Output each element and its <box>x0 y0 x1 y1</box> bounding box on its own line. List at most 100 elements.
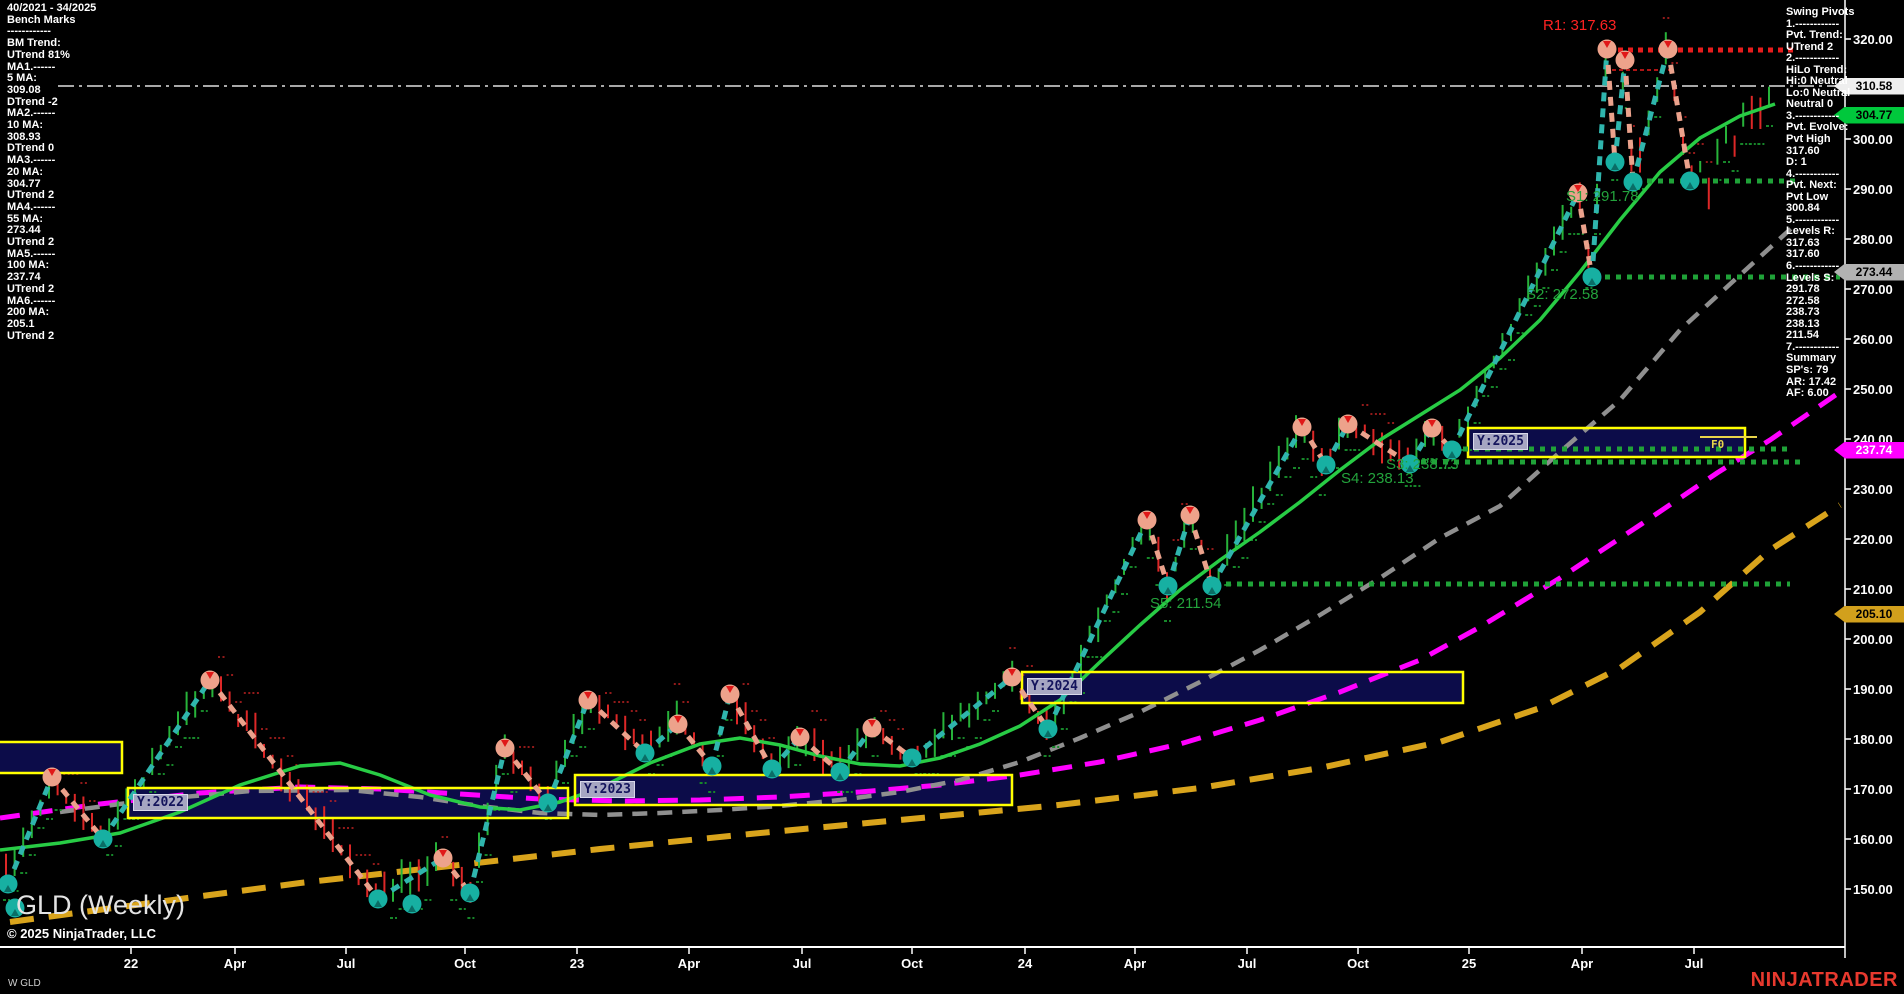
ninjatrader-logo: NINJATRADER <box>1750 969 1898 991</box>
pivot-low-arrow-icon <box>4 885 12 892</box>
pivot-low-arrow-icon <box>1406 465 1414 472</box>
price-marker-tag: 205.10 <box>1834 605 1904 623</box>
level-annotation: S2: 272.58 <box>1526 286 1599 303</box>
pivot-high-arrow-icon <box>1344 416 1352 423</box>
price-axis-label: 300.00 <box>1853 132 1893 147</box>
pivot-high-arrow-icon <box>48 769 56 776</box>
time-axis-label: Apr <box>677 956 701 971</box>
year-range-box[interactable] <box>1020 670 1465 705</box>
swing-down-segment <box>1187 514 1215 587</box>
price-marker-tag: 310.58 <box>1834 77 1904 95</box>
pivot-low-marker <box>0 874 18 894</box>
swing-down-segment <box>727 692 775 771</box>
year-box-label: Y:2022 <box>133 793 188 811</box>
swing-down-segment <box>1665 48 1693 182</box>
price-axis-label: 270.00 <box>1853 282 1893 297</box>
swing-up-segment <box>1209 425 1305 588</box>
swing-up-segment <box>1589 48 1610 278</box>
price-marker-tag: 273.44 <box>1834 263 1904 281</box>
pivot-high-marker <box>1002 667 1022 687</box>
time-axis-label: 24 <box>1017 956 1033 971</box>
pivot-low-marker <box>902 748 922 768</box>
pivot-high-arrow-icon <box>1428 420 1436 427</box>
pivot-low-arrow-icon <box>836 773 844 780</box>
pivot-high-marker <box>200 670 220 690</box>
pivot-high-arrow-icon <box>439 850 447 857</box>
level-annotation: S5: 211.54 <box>1150 595 1222 612</box>
price-axis-label: 150.00 <box>1853 882 1893 897</box>
price-axis-label: 190.00 <box>1853 682 1893 697</box>
swing-up-segment <box>1165 514 1193 587</box>
pivot-high-marker <box>433 848 453 868</box>
price-axis-label: 320.00 <box>1853 32 1893 47</box>
price-axis-label: 280.00 <box>1853 232 1893 247</box>
pivot-high-marker <box>1568 183 1588 203</box>
time-axis-label: Jul <box>792 956 812 971</box>
pivot-low-marker <box>538 793 558 813</box>
price-axis-label: 220.00 <box>1853 532 1893 547</box>
swing-down-segment <box>208 678 380 901</box>
pivot-high-arrow-icon <box>1186 507 1194 514</box>
pivot-low-arrow-icon <box>11 909 19 916</box>
pivot-low-arrow-icon <box>1164 587 1172 594</box>
year-box-label: Y:2023 <box>580 780 635 798</box>
price-axis-label: 290.00 <box>1853 182 1893 197</box>
pivot-high-marker <box>1137 510 1157 530</box>
pivot-high-marker <box>578 690 598 710</box>
pivot-high-arrow-icon <box>1298 419 1306 426</box>
year-box-label: Y:2025 <box>1473 433 1528 450</box>
swing-down-segment <box>1604 48 1618 163</box>
price-axis-label: 170.00 <box>1853 782 1893 797</box>
year-range-box[interactable] <box>573 773 1014 807</box>
pivot-high-arrow-icon <box>1008 669 1016 676</box>
pivot-low-arrow-icon <box>1322 466 1330 473</box>
time-axis-label: Jul <box>1684 956 1704 971</box>
pivot-low-arrow-icon <box>1629 183 1637 190</box>
pivot-high-arrow-icon <box>1621 52 1629 59</box>
pivot-low-marker <box>1582 267 1602 287</box>
pivot-high-arrow-icon <box>584 692 592 699</box>
price-axis-label: 210.00 <box>1853 582 1893 597</box>
swing-up-segment <box>1630 48 1671 183</box>
pivot-low-arrow-icon <box>1686 182 1694 189</box>
pivot-low-marker <box>1038 719 1058 739</box>
swing-down-segment <box>1346 421 1412 467</box>
swing-down-segment <box>503 746 550 805</box>
swing-down-segment <box>50 775 105 841</box>
benchmarks-panel: 40/2021 - 34/2025 Bench Marks ----------… <box>7 2 97 342</box>
pivot-high-arrow-icon <box>674 716 682 723</box>
time-axis-label: Jul <box>1237 956 1257 971</box>
year-range-box[interactable] <box>1466 426 1747 459</box>
price-axis-label: 260.00 <box>1853 332 1893 347</box>
level-annotation: S3: 238.73 <box>1386 456 1459 473</box>
pivot-high-marker <box>1615 50 1635 70</box>
swing-up-segment <box>376 855 445 902</box>
pivot-low-arrow-icon <box>641 754 649 761</box>
price-marker-tag: 304.77 <box>1834 106 1904 124</box>
swing-down-segment <box>1009 675 1051 731</box>
pivot-low-marker <box>5 898 25 918</box>
pivot-low-arrow-icon <box>768 770 776 777</box>
pivot-high-marker <box>862 718 882 738</box>
pivot-low-arrow-icon <box>374 900 382 907</box>
swing-up-segment <box>467 747 508 894</box>
year-range-box-fill <box>0 742 122 773</box>
time-axis-label: 25 <box>1461 956 1477 971</box>
pivot-low-marker <box>635 743 655 763</box>
pivot-high-arrow-icon <box>726 686 734 693</box>
pivot-low-arrow-icon <box>708 767 716 774</box>
year-range-box[interactable] <box>126 786 570 820</box>
pivot-low-marker <box>702 756 722 776</box>
pivot-high-marker <box>790 727 810 747</box>
pivot-low-marker <box>368 889 388 909</box>
pivot-high-arrow-icon <box>501 740 509 747</box>
pivot-low-marker <box>1442 440 1462 460</box>
pivot-high-marker <box>720 684 740 704</box>
price-axis-label: 160.00 <box>1853 832 1893 847</box>
level-annotation: S1: 291.78 <box>1566 188 1639 205</box>
pivot-low-marker <box>1316 455 1336 475</box>
year-range-box-fill <box>1022 672 1463 703</box>
pivot-high-marker <box>495 738 515 758</box>
time-axis-label: Oct <box>901 956 923 971</box>
